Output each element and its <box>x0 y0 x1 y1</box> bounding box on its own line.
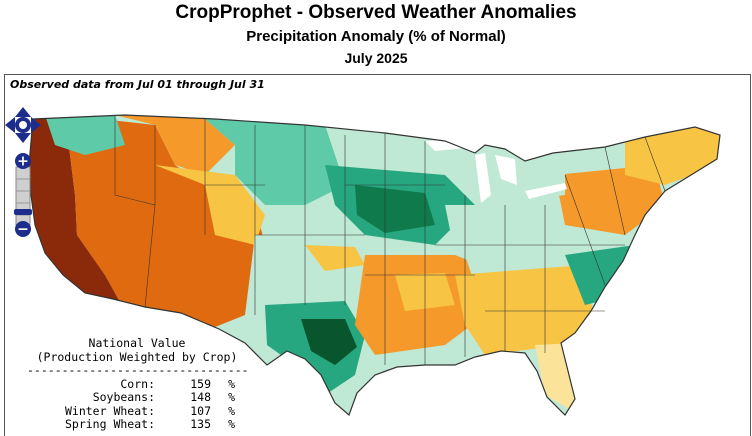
pan-arrows-icon[interactable] <box>5 105 45 149</box>
page-title: CropProphet - Observed Weather Anomalies <box>175 2 577 23</box>
lake-huron <box>495 155 517 185</box>
national-value-value: 148 <box>190 390 211 404</box>
zoom-out-button[interactable]: − <box>15 221 31 237</box>
svg-text:−: − <box>17 222 29 238</box>
region-mid-atlantic <box>555 165 665 235</box>
national-value-value: 159 <box>190 376 211 391</box>
national-value-label: Corn: <box>120 376 155 391</box>
national-value-row: Soybeans: 148% <box>27 390 247 405</box>
national-value-label: Soybeans: <box>92 390 155 404</box>
lake-michigan <box>475 153 491 203</box>
region-pacific-nw <box>45 115 125 155</box>
national-value-label: Spring Wheat: <box>64 417 155 431</box>
national-value-subtitle: (Production Weighted by Crop) <box>36 349 238 364</box>
national-value-panel: National Value (Production Weighted by C… <box>27 336 249 432</box>
national-value-row: Winter Wheat: 107% <box>27 403 247 419</box>
map-viewport[interactable]: Observed data from Jul 01 through Jul 31… <box>4 74 751 436</box>
us-outline <box>28 114 721 417</box>
national-value-title: National Value <box>88 336 186 350</box>
national-value-row: Corn: 159% <box>27 376 247 392</box>
svg-text:+: + <box>17 154 29 170</box>
national-value-unit: % <box>228 390 235 404</box>
period-label: July 2025 <box>344 50 408 66</box>
region-kansas-dry <box>305 245 365 271</box>
national-value-row: Spring Wheat: 135% <box>27 417 247 432</box>
region-new-england <box>625 125 720 185</box>
zoom-bar[interactable]: + − <box>13 153 33 237</box>
region-iowa <box>355 185 435 233</box>
zoom-slider-handle[interactable] <box>14 209 32 215</box>
region-southeast <box>455 265 595 355</box>
national-value-unit: % <box>228 417 235 431</box>
observed-date-range: Observed data from Jul 01 through Jul 31 <box>10 78 265 91</box>
national-value-label: Winter Wheat: <box>64 403 155 418</box>
region-central-texas <box>301 319 357 365</box>
state-borders <box>114 115 666 365</box>
precipitation-anomaly-map[interactable] <box>5 75 750 436</box>
national-value-value: 135 <box>190 417 211 431</box>
page-subtitle: Precipitation Anomaly (% of Normal) <box>246 28 506 45</box>
zoom-in-button[interactable]: + <box>15 153 31 170</box>
lake-erie <box>525 183 567 199</box>
region-northern-plains <box>205 119 345 205</box>
national-value-unit: % <box>228 376 235 391</box>
national-value-unit: % <box>228 403 235 418</box>
national-value-separator: -------------------------------- <box>27 363 249 377</box>
national-value-value: 107 <box>190 403 211 418</box>
region-ohio-valley <box>445 205 585 275</box>
